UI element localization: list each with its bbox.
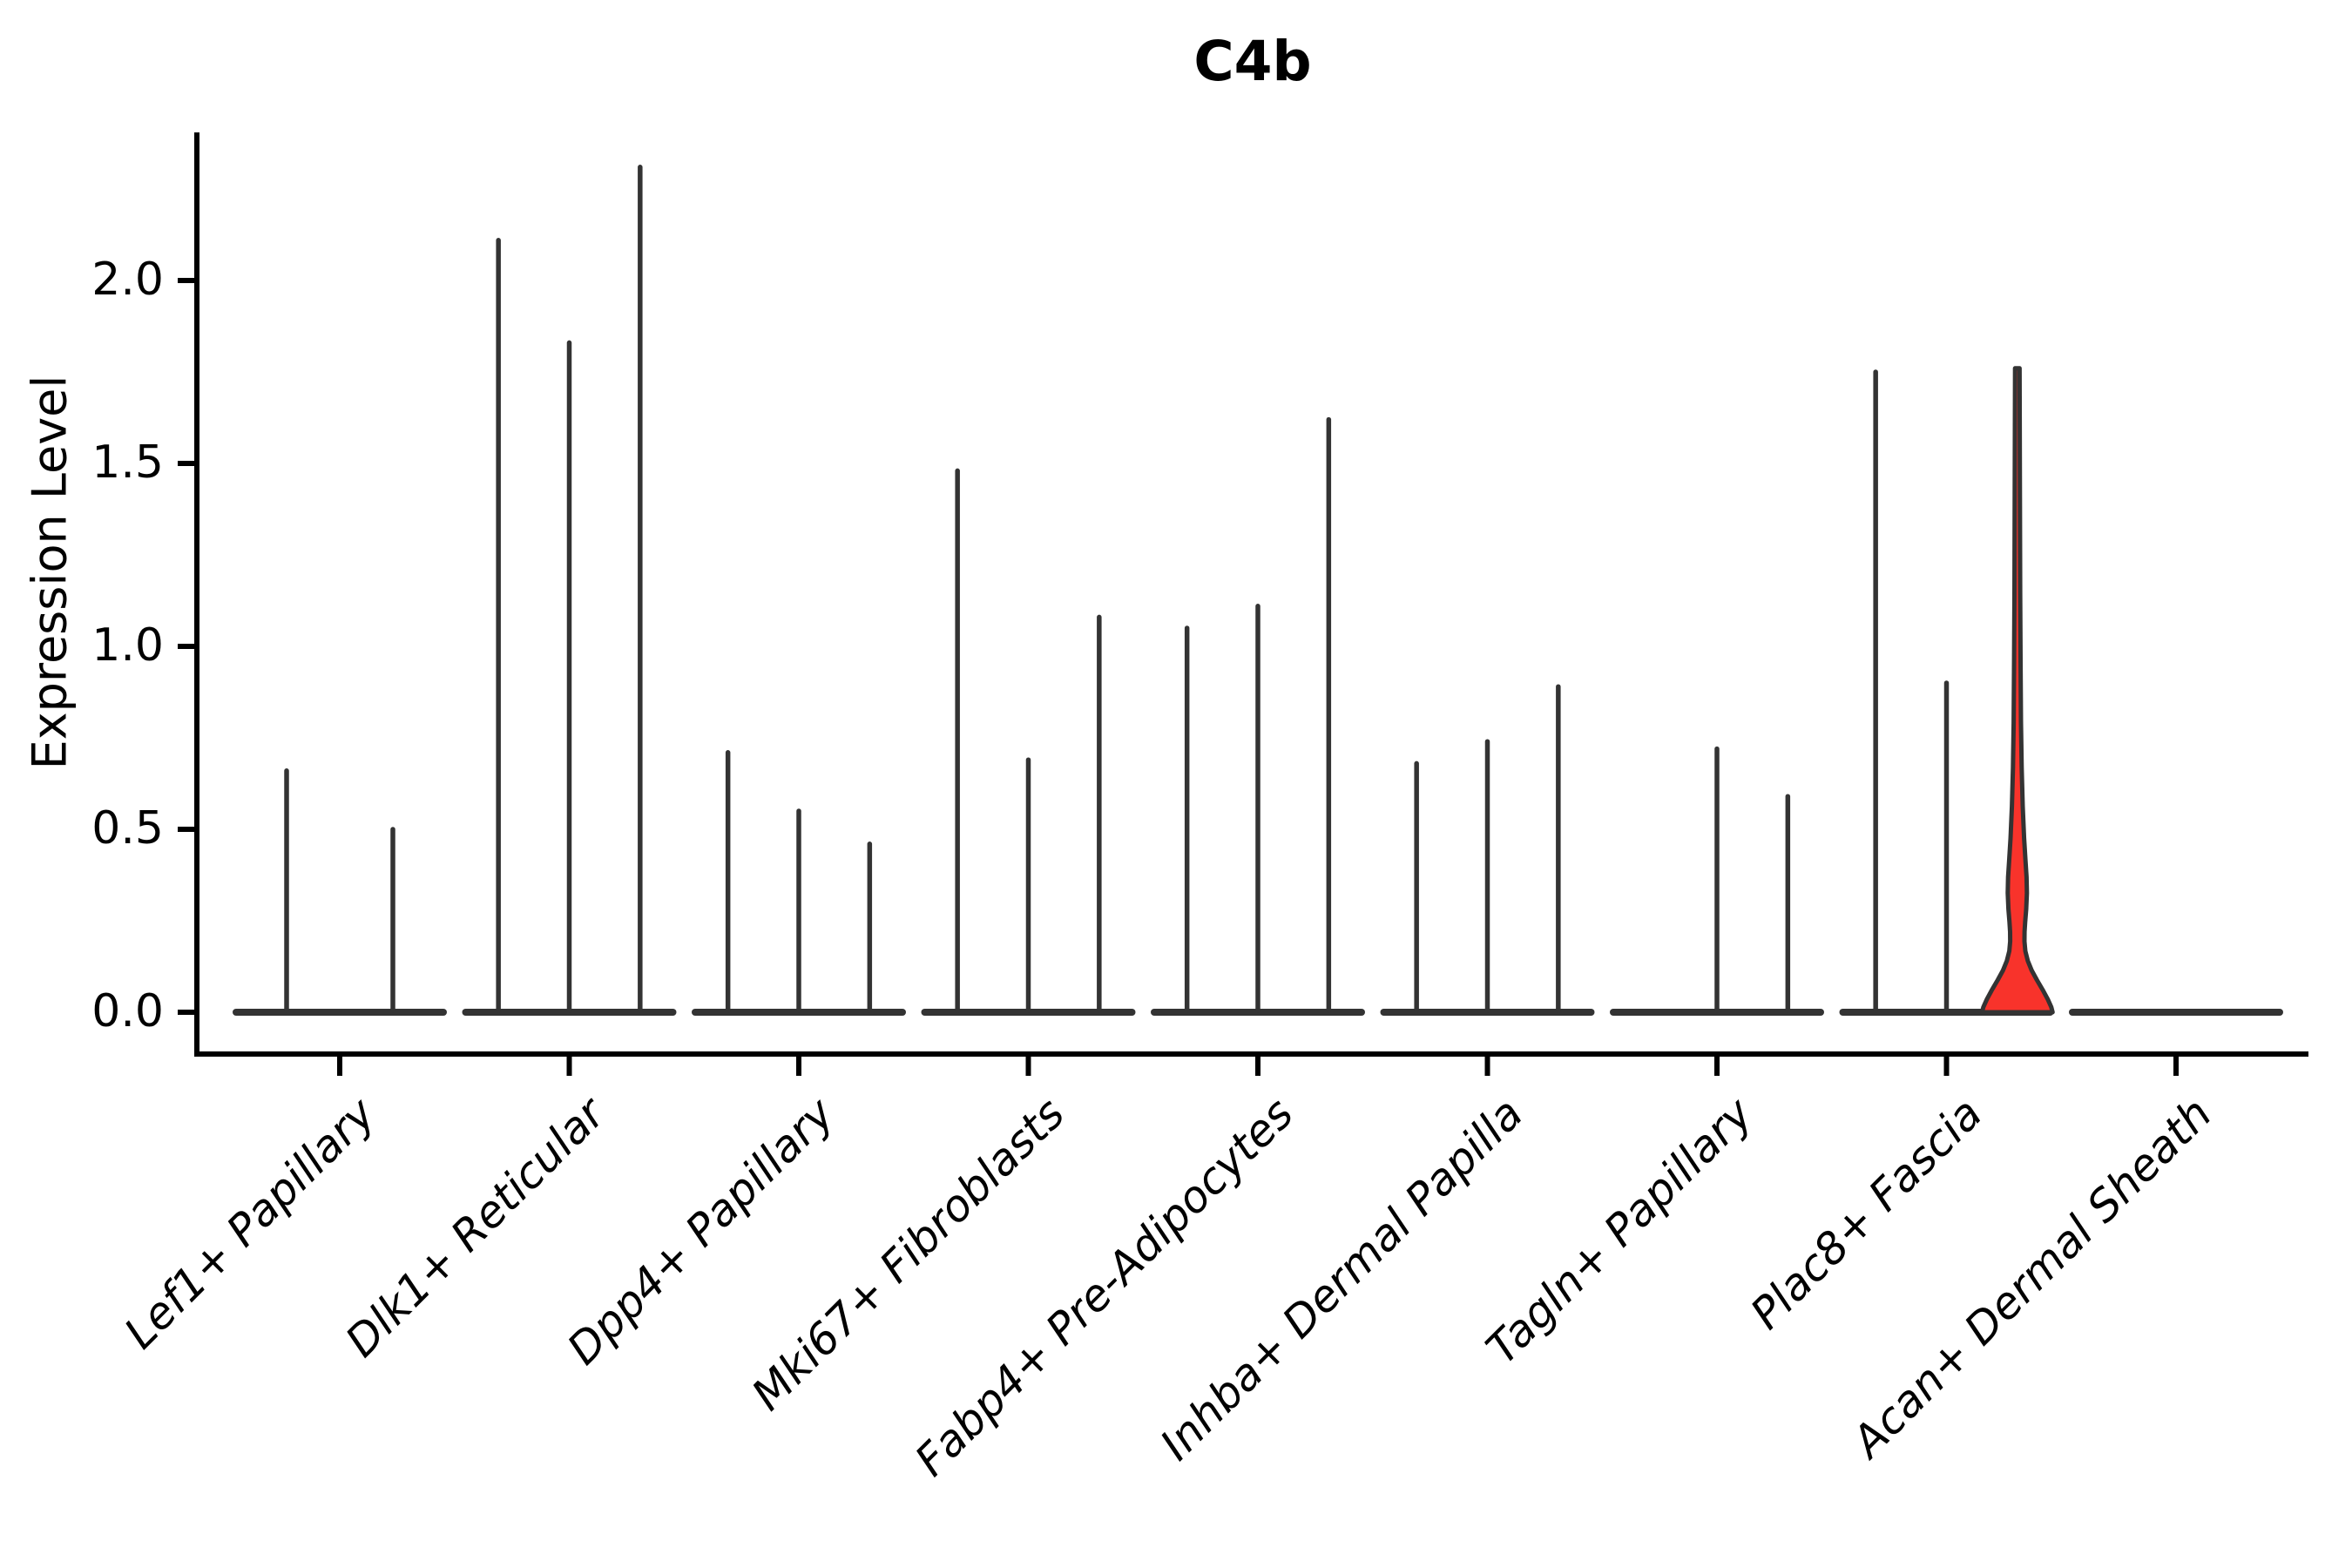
y-tick-label: 1.0 [91, 619, 164, 672]
chart-title: C4b [1193, 30, 1312, 93]
y-tick-label: 0.0 [91, 985, 164, 1037]
y-tick-label: 1.5 [91, 436, 164, 489]
y-tick-label: 2.0 [91, 253, 164, 306]
y-tick-label: 0.5 [91, 802, 164, 855]
highlighted-violin [1979, 366, 2055, 1015]
